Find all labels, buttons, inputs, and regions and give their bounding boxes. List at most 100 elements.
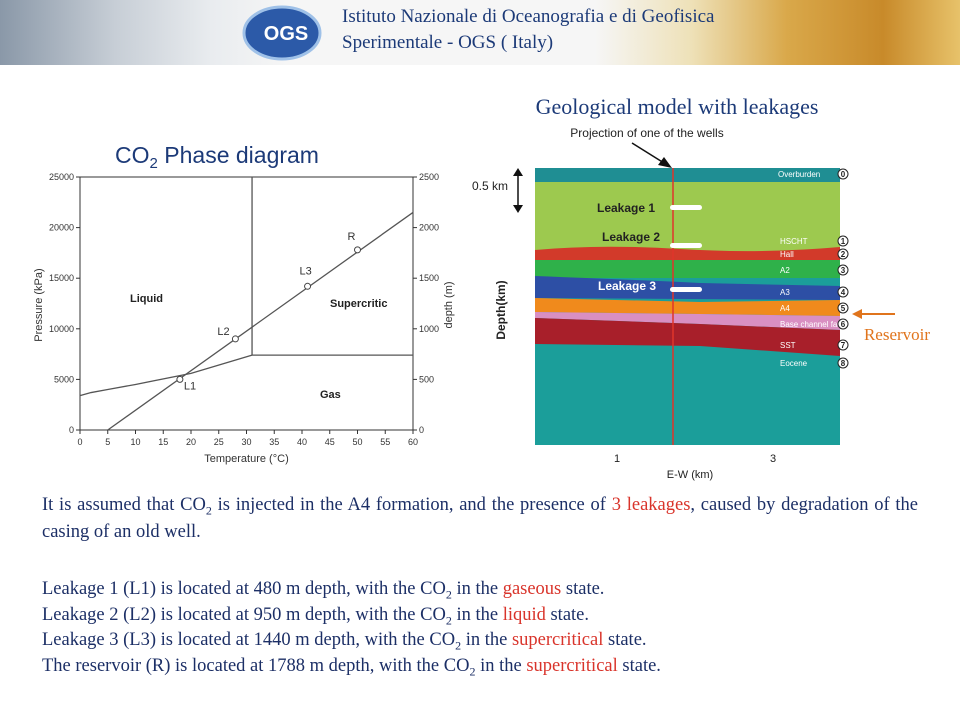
text-run: , caused by degradation of the casing of…	[42, 495, 919, 542]
y-label: Depth(km)	[494, 280, 508, 339]
y2-tick-label: 1500	[419, 273, 439, 283]
x-tick-label: 40	[297, 437, 307, 447]
header: Istituto Nazionale di Oceanografia e di …	[0, 0, 960, 65]
subscript: 2	[445, 613, 452, 628]
subscript: 2	[150, 155, 158, 172]
x-tick-label: 20	[186, 437, 196, 447]
y-tick-label: 15000	[49, 273, 74, 283]
text-run: state.	[561, 579, 605, 599]
text-run: is injected in the A4 formation, and the…	[211, 495, 612, 515]
text-run: The reservoir (R) is located at 1788 m d…	[42, 655, 470, 676]
arrowhead	[513, 168, 523, 176]
layer-label: A3	[780, 288, 790, 297]
curve	[79, 354, 253, 397]
layer-badge	[837, 235, 849, 247]
layer-labels: Overburden 0 HSCHT 1 Hall 2 A2 3 A3 4 A4 5 Base chan…	[778, 168, 852, 369]
leak	[670, 243, 702, 248]
region-label: Supercritic	[330, 298, 387, 310]
x-tick-label: 1	[614, 453, 620, 465]
x-tick-label: 5	[105, 437, 110, 447]
x-tick-label: 60	[408, 437, 418, 447]
layer-badge	[837, 248, 849, 260]
text-run: state.	[617, 655, 661, 676]
y2-label: depth (m)	[443, 281, 455, 328]
institute-line: Istituto Nazionale di Oceanografia e di …	[342, 6, 715, 27]
x-tick-label: 30	[241, 437, 251, 447]
text-run: 3 leakages	[611, 495, 691, 515]
y-label: Pressure (kPa)	[33, 268, 45, 341]
layer-badge	[837, 318, 849, 330]
region-label: Gas	[320, 389, 341, 401]
arrowhead	[513, 205, 523, 213]
region-label: Liquid	[130, 293, 163, 305]
line: Leakage 3 (L3) is located at 1440 m dept…	[42, 628, 918, 654]
point	[176, 375, 184, 383]
layer	[535, 298, 840, 316]
layer	[535, 318, 840, 356]
text-run: in the	[475, 655, 527, 676]
y2-tick-label: 0	[419, 425, 424, 435]
layer-label: Hall	[780, 250, 794, 259]
layer-number: 7	[841, 341, 846, 350]
layer-badge	[837, 286, 849, 298]
reservoir-label: Reservoir	[864, 325, 930, 344]
line: Leakage 2 (L2) is located at 950 m depth…	[42, 603, 918, 629]
layer-label: HSCHT	[780, 237, 808, 246]
layer-number: 6	[841, 320, 846, 329]
point	[304, 282, 312, 290]
layer-number: 2	[841, 250, 846, 259]
x-tick-label: 35	[269, 437, 279, 447]
text-run: Leakage 2 (L2) is located at 950 m depth…	[42, 604, 446, 625]
logo	[242, 5, 322, 61]
y-tick-label: 0	[69, 425, 74, 435]
layer-label: Eocene	[780, 359, 808, 368]
annotation: Projection of one of the wells	[570, 126, 723, 140]
x-tick-label: 45	[325, 437, 335, 447]
line: Leakage 1 (L1) is located at 480 m depth…	[42, 577, 918, 603]
text-run: supercritical	[526, 655, 618, 676]
geo-panel	[535, 168, 840, 445]
layer-number: 4	[841, 288, 846, 297]
phase-diagram: 0 5 10 15 20 25 30 35 40 45 50 55 600500010000150002…	[33, 172, 455, 465]
phase-title: CO2 Phase diagram	[115, 142, 319, 172]
point-label: L3	[300, 265, 312, 277]
point-label: L1	[184, 380, 196, 392]
x-label: Temperature (°C)	[204, 453, 288, 465]
layer-label: A2	[780, 266, 790, 275]
text-run: It is assumed that CO	[42, 495, 206, 515]
arrow	[631, 142, 665, 164]
text-run: in the	[461, 630, 512, 650]
layer	[535, 260, 840, 278]
x-tick-label: 10	[130, 437, 140, 447]
y2-tick-label: 2000	[419, 223, 439, 233]
layer	[535, 182, 840, 252]
text-run: CO	[115, 142, 150, 168]
subscript: 2	[469, 664, 476, 679]
x-tick-label: 50	[352, 437, 362, 447]
text-run: state.	[545, 604, 590, 625]
text-run: state.	[603, 630, 647, 650]
point	[231, 335, 239, 343]
layer-label: SST	[780, 341, 796, 350]
x-label: E-W (km)	[667, 469, 713, 481]
layer-badge	[837, 357, 849, 369]
point-label: R	[348, 231, 356, 243]
text-run: liquid	[502, 604, 546, 625]
layer-badge	[837, 264, 849, 276]
scale-label: 0.5 km	[472, 179, 508, 193]
x-tick-label: 25	[214, 437, 224, 447]
x-tick-label: 0	[77, 437, 82, 447]
text-run: Leakage 1 (L1) is located at 480 m depth…	[42, 579, 446, 599]
paragraph: It is assumed that CO2 is injected in th…	[42, 492, 918, 546]
leak	[670, 205, 702, 210]
leakage-label: Leakage 1	[597, 201, 655, 215]
text-run: in the	[451, 604, 503, 625]
arrowhead	[852, 309, 862, 319]
layer-number: 3	[841, 266, 846, 275]
leakage-label: Leakage 2	[602, 230, 660, 244]
paragraph: Leakage 1 (L1) is located at 480 m depth…	[42, 577, 918, 679]
subscript: 2	[205, 503, 212, 518]
x-tick-label: 15	[158, 437, 168, 447]
